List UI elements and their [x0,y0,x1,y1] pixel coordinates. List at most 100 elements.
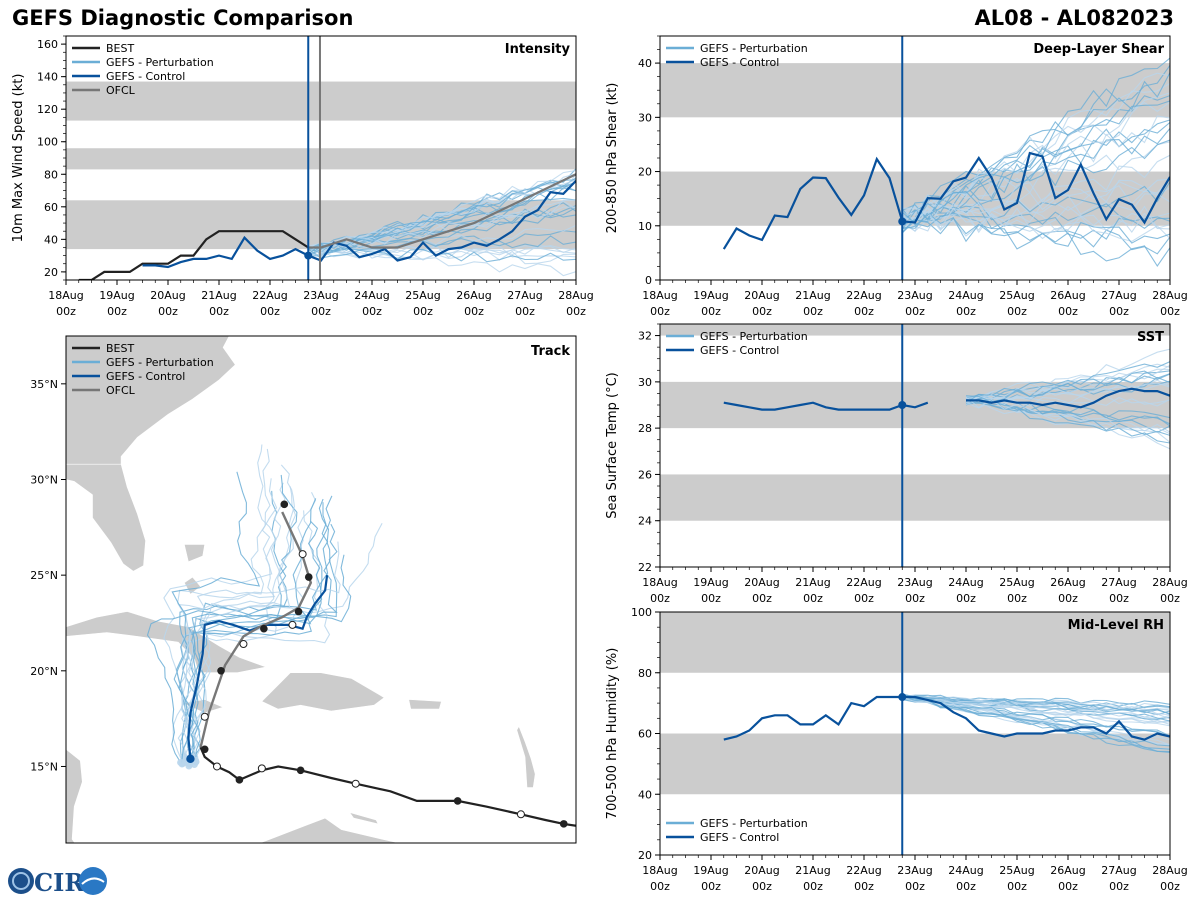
x-tick-label-hour: 00z [56,305,76,318]
legend-entry-perturbation: GEFS - Perturbation [106,56,214,69]
ensemble-start-marker [190,761,198,769]
x-tick-label-date: 26Aug [1050,576,1085,589]
ensemble-member-line [901,193,1170,232]
x-tick-label-date: 23Aug [303,289,338,302]
y-tick-label: 30 [638,111,652,124]
page-title: GEFS Diagnostic Comparison [12,6,354,30]
land-central-america [66,748,83,843]
best-track-marker [296,766,305,775]
ensemble-member-line [902,178,1170,227]
ensemble-member-line [901,177,1170,233]
land-puerto-rico [408,699,442,710]
ensemble-member-line [965,400,1170,450]
x-tick-label-hour: 00z [1058,592,1078,605]
plot-area [66,81,576,280]
x-tick-label-hour: 00z [1058,880,1078,893]
legend-entry-best: BEST [106,42,134,55]
land-bahamas2 [183,576,202,595]
y-tick-label: 100 [631,606,652,619]
y-tick-label: 20 [638,849,652,862]
x-tick-label-date: 21Aug [795,289,830,302]
ensemble-member-line [902,141,1170,220]
y-tick-label: 32 [638,330,652,343]
x-tick-label-date: 28Aug [558,289,593,302]
legend-entry-control: GEFS - Control [700,56,779,69]
x-tick-label-hour: 00z [107,305,127,318]
lat-tick-label: 20°N [30,665,58,678]
x-tick-label-date: 22Aug [846,864,881,877]
ensemble-track [181,448,271,760]
ensemble-start-marker [178,759,186,767]
cira-logo: CIRA [8,867,107,897]
legend-entry-perturbation: GEFS - Perturbation [106,356,214,369]
x-tick-label-date: 28Aug [1152,289,1187,302]
x-tick-label-hour: 00z [956,305,976,318]
x-tick-label-hour: 00z [1160,880,1180,893]
threshold-band [660,63,1170,118]
ensemble-member-line [902,696,1170,747]
x-tick-label-hour: 00z [515,305,535,318]
x-tick-label-hour: 00z [650,592,670,605]
ensemble-track [146,554,352,763]
plot-area [660,324,1170,521]
x-tick-label-date: 23Aug [897,289,932,302]
ofcl-track-marker [294,607,303,616]
x-tick-label-hour: 00z [752,305,772,318]
x-tick-label-hour: 00z [413,305,433,318]
land-south-america [259,817,401,843]
y-tick-label: 40 [638,788,652,801]
x-tick-label-hour: 00z [209,305,229,318]
ensemble-member-line [902,139,1170,221]
x-tick-label-hour: 00z [1160,592,1180,605]
best-track-marker [559,820,568,828]
x-tick-label-date: 19Aug [693,289,728,302]
y-tick-label: 28 [638,422,652,435]
threshold-band [660,733,1170,795]
ensemble-member-line [965,364,1170,402]
control-series-line [722,151,1170,250]
ensemble-track [178,498,338,759]
x-tick-label-date: 27Aug [1101,289,1136,302]
ensemble-member-line [902,696,1170,727]
y-tick-label: 60 [638,728,652,741]
ensemble-track [181,444,291,758]
x-tick-label-hour: 00z [1109,305,1129,318]
x-tick-label-hour: 00z [1007,305,1027,318]
legend-entry-control: GEFS - Control [700,831,779,844]
x-tick-label-hour: 00z [650,880,670,893]
ensemble-member-line [965,363,1170,406]
ensemble-member-line [308,230,576,253]
ofcl-track-open-marker [200,712,209,721]
x-tick-label-date: 23Aug [897,864,932,877]
logo-globe-icon [8,868,34,894]
ensemble-member-line [901,72,1170,230]
plot-area [660,57,1170,267]
best-series-line [78,230,309,280]
legend-entry-control: GEFS - Control [106,370,185,383]
ofcl-track-marker [260,624,268,633]
x-tick-label-hour: 00z [1160,305,1180,318]
legend-entry-control: GEFS - Control [700,344,779,357]
x-tick-label-date: 21Aug [795,864,830,877]
land-hispaniola [261,672,385,712]
ensemble-member-line [308,197,576,257]
threshold-band [66,148,576,170]
ensemble-member-line [902,216,1170,240]
logo-seal-icon [79,867,107,895]
ensemble-member-line [965,396,1170,435]
ofcl-track-open-marker [239,640,248,649]
storm-id: AL08 - AL082023 [974,6,1175,30]
y-tick-label: 10 [638,220,652,233]
rh-panel: 20 40 60 80 100 18Aug 00z 19Aug 00z 20Aug 00z 21Aug… [605,606,1188,893]
intensity-title: Intensity [505,42,571,57]
y-tick-label: 24 [638,515,652,528]
x-tick-label-date: 20Aug [744,289,779,302]
land-trinidad [517,845,535,858]
land-us-coast [66,336,236,465]
ensemble-track [191,495,333,758]
best-track-open-marker [516,810,525,819]
ensemble-member-line [902,154,1170,224]
x-tick-label-hour: 00z [362,305,382,318]
track-title: Track [531,344,570,359]
